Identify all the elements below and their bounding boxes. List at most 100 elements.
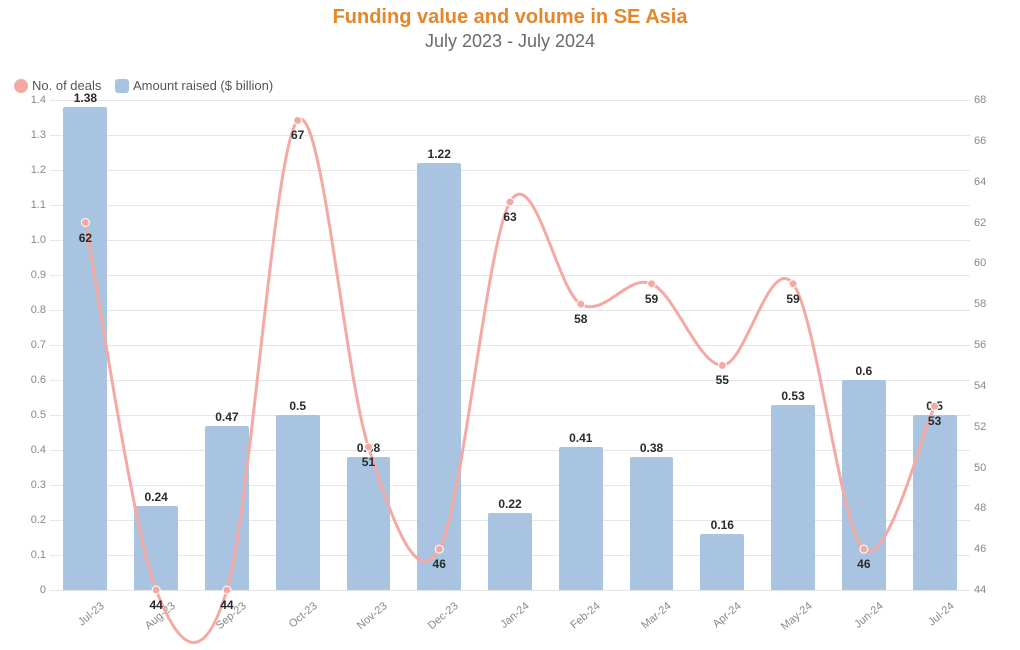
x-tick-label: Jan-24 — [486, 600, 532, 641]
gridline — [50, 345, 970, 346]
bar — [347, 457, 391, 590]
y-right-tick-label: 44 — [974, 584, 1000, 596]
x-tick-label: Jul-23 — [61, 600, 107, 641]
bar-value-label: 0.38 — [640, 441, 663, 455]
line-value-label: 44 — [220, 598, 233, 612]
gridline — [50, 275, 970, 276]
legend-swatch-deals — [14, 79, 28, 93]
line-value-label: 55 — [716, 373, 729, 387]
line-value-label: 59 — [786, 292, 799, 306]
line-value-label: 44 — [149, 598, 162, 612]
bar — [417, 163, 461, 590]
gridline — [50, 485, 970, 486]
line-marker — [577, 300, 585, 308]
x-tick-label: Oct-23 — [273, 600, 319, 641]
line-value-label: 59 — [645, 292, 658, 306]
x-tick-label: Apr-24 — [698, 600, 744, 641]
bar — [276, 415, 320, 590]
y-right-tick-label: 68 — [974, 94, 1000, 106]
gridline — [50, 380, 970, 381]
y-left-tick-label: 0.8 — [16, 304, 46, 316]
y-right-tick-label: 50 — [974, 462, 1000, 474]
y-right-tick-label: 56 — [974, 339, 1000, 351]
bar-value-label: 0.5 — [289, 399, 306, 413]
y-left-tick-label: 0 — [16, 584, 46, 596]
line-value-label: 46 — [433, 557, 446, 571]
bar-value-label: 0.16 — [711, 518, 734, 532]
gridline — [50, 170, 970, 171]
bar — [913, 415, 957, 590]
y-left-tick-label: 0.4 — [16, 444, 46, 456]
bar-value-label: 1.38 — [74, 91, 97, 105]
line-marker — [648, 280, 656, 288]
line-value-label: 46 — [857, 557, 870, 571]
y-right-tick-label: 46 — [974, 543, 1000, 555]
legend: No. of deals Amount raised ($ billion) — [14, 78, 283, 96]
gridline — [50, 205, 970, 206]
y-left-tick-label: 1.3 — [16, 129, 46, 141]
bar — [771, 405, 815, 591]
y-right-tick-label: 54 — [974, 380, 1000, 392]
y-right-tick-label: 64 — [974, 176, 1000, 188]
line-value-label: 67 — [291, 128, 304, 142]
y-right-tick-label: 52 — [974, 421, 1000, 433]
bar — [63, 107, 107, 590]
bar-value-label: 0.6 — [856, 364, 873, 378]
bar — [205, 426, 249, 591]
bar-value-label: 0.41 — [569, 431, 592, 445]
y-right-tick-label: 62 — [974, 217, 1000, 229]
bar — [134, 506, 178, 590]
x-tick-label: Jul-24 — [910, 600, 956, 641]
y-left-tick-label: 0.3 — [16, 479, 46, 491]
x-tick-label: Nov-23 — [344, 600, 390, 641]
gridline — [50, 135, 970, 136]
bar-value-label: 1.22 — [428, 147, 451, 161]
line-value-label: 58 — [574, 312, 587, 326]
gridline — [50, 310, 970, 311]
bar-value-label: 0.47 — [215, 410, 238, 424]
line-marker — [789, 280, 797, 288]
bar-value-label: 0.5 — [926, 399, 943, 413]
bar-value-label: 0.24 — [144, 490, 167, 504]
gridline — [50, 590, 970, 591]
y-right-tick-label: 48 — [974, 502, 1000, 514]
bar-value-label: 0.38 — [357, 441, 380, 455]
y-right-tick-label: 60 — [974, 257, 1000, 269]
bar-value-label: 0.22 — [498, 497, 521, 511]
x-tick-label: Dec-23 — [415, 600, 461, 641]
plot-area: 00.10.20.30.40.50.60.70.80.91.01.11.21.3… — [50, 100, 970, 590]
y-left-tick-label: 1.0 — [16, 234, 46, 246]
line-marker — [294, 116, 302, 124]
y-left-tick-label: 0.6 — [16, 374, 46, 386]
y-left-tick-label: 0.7 — [16, 339, 46, 351]
y-left-tick-label: 0.9 — [16, 269, 46, 281]
bar — [488, 513, 532, 590]
title-block: Funding value and volume in SE Asia July… — [0, 0, 1020, 52]
legend-label-amount: Amount raised ($ billion) — [133, 78, 273, 93]
bar-value-label: 0.53 — [781, 389, 804, 403]
line-value-label: 62 — [79, 231, 92, 245]
bar — [700, 534, 744, 590]
gridline — [50, 415, 970, 416]
y-left-tick-label: 1.1 — [16, 199, 46, 211]
x-tick-label: Jun-24 — [840, 600, 886, 641]
line-value-label: 63 — [503, 210, 516, 224]
legend-swatch-amount — [115, 79, 129, 93]
chart-container: Funding value and volume in SE Asia July… — [0, 0, 1020, 650]
line-marker — [718, 361, 726, 369]
bar — [630, 457, 674, 590]
chart-title: Funding value and volume in SE Asia — [0, 6, 1020, 29]
gridline — [50, 100, 970, 101]
line-value-label: 53 — [928, 414, 941, 428]
gridline — [50, 450, 970, 451]
bar — [559, 447, 603, 591]
x-tick-label: Mar-24 — [627, 600, 673, 641]
y-left-tick-label: 0.1 — [16, 549, 46, 561]
y-left-tick-label: 0.2 — [16, 514, 46, 526]
legend-item-amount: Amount raised ($ billion) — [115, 78, 273, 93]
y-left-tick-label: 1.4 — [16, 94, 46, 106]
y-left-tick-label: 1.2 — [16, 164, 46, 176]
x-tick-label: Feb-24 — [556, 600, 602, 641]
gridline — [50, 240, 970, 241]
x-tick-label: May-24 — [769, 600, 815, 641]
